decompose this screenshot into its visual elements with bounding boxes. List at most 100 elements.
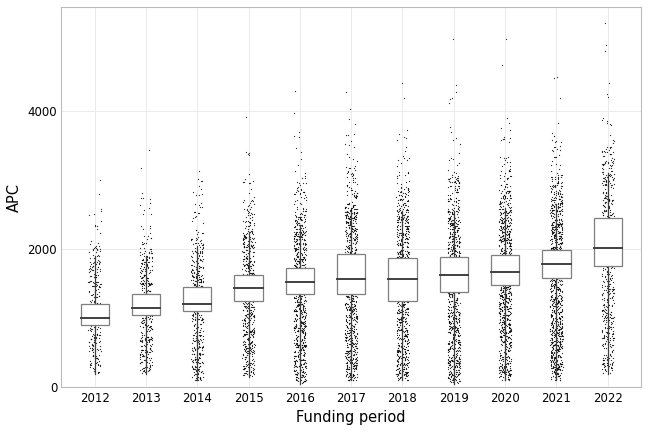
Point bbox=[349, 210, 360, 216]
Point bbox=[393, 250, 403, 257]
Point bbox=[190, 277, 200, 284]
Point bbox=[498, 329, 509, 336]
Point bbox=[494, 329, 505, 336]
Point bbox=[403, 257, 413, 264]
Point bbox=[551, 250, 561, 257]
Point bbox=[557, 202, 568, 209]
Point bbox=[601, 337, 611, 344]
Point bbox=[298, 357, 308, 364]
Point bbox=[347, 314, 357, 321]
Point bbox=[295, 274, 305, 281]
Point bbox=[84, 347, 94, 354]
Point bbox=[238, 317, 249, 324]
Point bbox=[93, 264, 103, 270]
Point bbox=[142, 339, 152, 346]
Point bbox=[294, 351, 304, 358]
Point bbox=[608, 347, 618, 354]
Point bbox=[88, 337, 98, 344]
Point bbox=[290, 268, 300, 275]
Point bbox=[191, 291, 201, 298]
Point bbox=[89, 323, 99, 330]
Point bbox=[498, 326, 508, 333]
Point bbox=[194, 331, 204, 338]
Point bbox=[556, 329, 566, 336]
Point bbox=[494, 370, 504, 377]
Point bbox=[450, 354, 460, 361]
Point bbox=[343, 282, 353, 289]
Point bbox=[290, 359, 300, 366]
Point bbox=[300, 305, 310, 311]
Point bbox=[300, 357, 310, 364]
Point bbox=[446, 363, 457, 370]
Point bbox=[449, 308, 459, 315]
Point bbox=[401, 326, 411, 333]
Point bbox=[296, 322, 307, 329]
Point bbox=[394, 256, 404, 263]
Point bbox=[393, 315, 404, 322]
Point bbox=[352, 313, 362, 320]
Point bbox=[548, 203, 559, 210]
Point bbox=[191, 364, 202, 371]
Point bbox=[546, 341, 556, 348]
Point bbox=[453, 205, 463, 212]
Point bbox=[449, 226, 459, 233]
Point bbox=[290, 231, 301, 238]
Point bbox=[246, 216, 257, 223]
Point bbox=[243, 321, 253, 328]
Point bbox=[341, 353, 351, 360]
Point bbox=[193, 374, 203, 381]
Point bbox=[447, 356, 457, 363]
Point bbox=[552, 200, 562, 206]
Point bbox=[399, 289, 409, 296]
Point bbox=[555, 235, 565, 241]
Point bbox=[547, 204, 557, 211]
Point bbox=[553, 287, 563, 294]
Point bbox=[555, 235, 565, 241]
Point bbox=[402, 226, 412, 232]
Point bbox=[145, 310, 156, 317]
Point bbox=[238, 178, 248, 185]
Point bbox=[547, 268, 557, 275]
Point bbox=[546, 311, 556, 318]
Point bbox=[137, 280, 148, 286]
Point bbox=[401, 226, 411, 232]
Point bbox=[186, 268, 196, 275]
Point bbox=[290, 357, 300, 364]
Point bbox=[341, 250, 351, 257]
Point bbox=[400, 257, 411, 264]
Point bbox=[450, 231, 461, 238]
Point bbox=[443, 225, 453, 232]
Point bbox=[239, 292, 249, 299]
Point bbox=[395, 375, 406, 381]
Point bbox=[348, 305, 358, 312]
Point bbox=[446, 217, 456, 224]
Point bbox=[605, 310, 615, 317]
Point bbox=[347, 223, 357, 230]
Point bbox=[401, 370, 411, 377]
Point bbox=[445, 345, 455, 352]
Point bbox=[293, 248, 303, 255]
Point bbox=[140, 304, 150, 311]
Point bbox=[242, 264, 253, 271]
Point bbox=[346, 376, 356, 383]
Point bbox=[196, 247, 207, 254]
Point bbox=[246, 359, 256, 366]
Point bbox=[391, 255, 402, 262]
Point bbox=[601, 216, 611, 222]
Point bbox=[399, 260, 410, 267]
Point bbox=[194, 354, 204, 361]
Point bbox=[289, 361, 299, 368]
Point bbox=[141, 239, 152, 246]
Point bbox=[602, 264, 612, 270]
Point bbox=[552, 252, 562, 259]
Point bbox=[297, 232, 307, 238]
Point bbox=[500, 266, 511, 273]
Point bbox=[297, 283, 307, 289]
Point bbox=[453, 260, 463, 267]
Point bbox=[598, 202, 608, 209]
Point bbox=[601, 336, 612, 343]
Point bbox=[447, 354, 457, 361]
Point bbox=[503, 228, 514, 235]
Point bbox=[552, 246, 562, 253]
Point bbox=[242, 335, 252, 342]
